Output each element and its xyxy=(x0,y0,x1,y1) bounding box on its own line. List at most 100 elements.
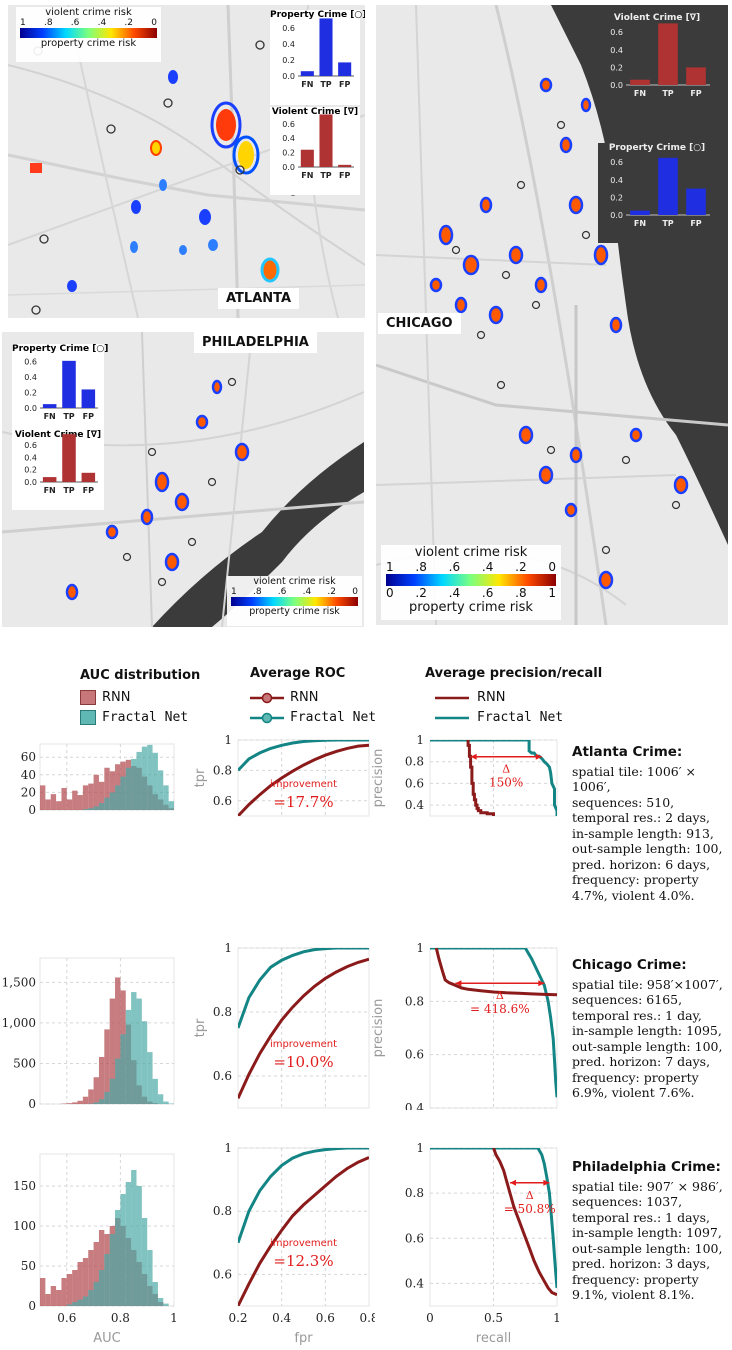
delta-arrow-head xyxy=(535,753,542,760)
delta-symbol: Δ xyxy=(502,763,510,776)
chicago-label: CHICAGO xyxy=(378,313,461,334)
fractal-bar xyxy=(163,1101,169,1104)
info-line: in-sample length: 913, xyxy=(572,825,714,841)
rnn-bar xyxy=(98,1230,105,1306)
info-title: Atlanta Crime: xyxy=(572,744,683,760)
pr-legend-fractal: Fractal Net xyxy=(435,710,563,725)
y-tick-label: 60 xyxy=(21,750,36,764)
phi-violent-inset: Violent Crime [∇] 0.0 0.2 0.4 0.6 FN TP FP xyxy=(12,430,104,510)
colorbar-tick: 0 xyxy=(151,18,157,28)
inset-tick: 0.0 xyxy=(610,81,623,90)
inset-bar xyxy=(338,164,352,167)
philadelphia-markers xyxy=(122,377,237,587)
colorbar-gradient xyxy=(386,574,556,586)
y-tick-label: 0.8 xyxy=(213,763,232,777)
y-tick-label: 0.8 xyxy=(213,1204,232,1218)
inset-tick: 0.2 xyxy=(24,389,37,398)
rnn-bar xyxy=(109,771,116,810)
fractal-line xyxy=(238,948,369,1029)
inset-tick: 0.2 xyxy=(610,193,623,202)
x-tick-label: 0.6 xyxy=(316,1311,335,1325)
inset-title: Property Crime [○] xyxy=(270,10,365,20)
rnn-bar xyxy=(88,783,94,810)
colorbar-tick: .4 xyxy=(481,560,494,574)
y-tick-label: 0.6 xyxy=(213,1069,232,1083)
delta-symbol: Δ xyxy=(496,989,504,1002)
auc-hist-atlanta: 0 20 40 60 xyxy=(21,743,175,817)
info-atlanta: Atlanta Crime: spatial tile: 1006′ × 100… xyxy=(572,744,732,903)
inset-bar xyxy=(658,157,678,215)
inset-category: FP xyxy=(83,486,94,495)
fractal-bar xyxy=(98,802,105,810)
rnn-label: RNN xyxy=(102,690,131,705)
phi-property-chart: 0.0 0.2 0.4 0.6 FN TP FP xyxy=(24,358,98,421)
pr-chicago: 0.4 0.6 0.8 1 precision Δ= 418.6% xyxy=(371,941,558,1110)
inset-bar xyxy=(686,67,706,85)
fractal-bar xyxy=(77,1299,83,1306)
y-tick-label: 0 xyxy=(28,1097,36,1111)
colorbar-tick: 0 xyxy=(386,586,394,600)
inset-tick: 0.4 xyxy=(24,373,37,382)
y-tick-label: 1 xyxy=(416,1141,424,1155)
fractal-bar xyxy=(88,1290,94,1306)
rnn-bar xyxy=(82,785,89,810)
y-tick-label: 150 xyxy=(13,1179,36,1193)
x-tick-label: 1 xyxy=(553,1311,561,1325)
x-tick-label: 0.8 xyxy=(111,1311,130,1325)
fractal-bar xyxy=(104,1254,110,1306)
rnn-line xyxy=(435,696,469,699)
inset-tick: 0.2 xyxy=(282,149,295,158)
inset-category: TP xyxy=(63,412,74,421)
fractal-bar xyxy=(141,1021,148,1104)
rnn-bar xyxy=(45,799,51,810)
x-axis-label: fpr xyxy=(294,1331,313,1346)
info-line: frequency: property xyxy=(572,1069,699,1085)
x-tick-label: 0.8 xyxy=(359,1311,375,1325)
fractal-line xyxy=(430,1148,557,1289)
info-line: in-sample length: 1097, xyxy=(572,1225,722,1240)
inset-tick: 0.2 xyxy=(282,56,295,65)
inset-tick: 0.4 xyxy=(610,46,623,55)
atl-property-chart: 0.0 0.2 0.4 0.6 FN TP FP xyxy=(282,18,354,89)
pr-philadelphia: 0.4 0.6 0.8 1 0 0.5 1 recall Δ= 50.8% xyxy=(405,1141,561,1346)
chi-property-inset: Property Crime [○] 0.0 0.2 0.4 0.6 FN TP FP xyxy=(598,143,716,243)
improvement-label: improvement xyxy=(270,779,337,790)
rnn-bar xyxy=(77,795,83,810)
pr-legend-title: Average precision/recall xyxy=(425,666,603,681)
fractal-line xyxy=(430,948,557,1098)
delta-arrow-head xyxy=(510,1179,517,1186)
fractal-bar xyxy=(98,1270,105,1306)
fractal-line xyxy=(430,740,557,816)
violent-risk-title: violent crime risk xyxy=(414,545,528,560)
inset-title: Violent Crime [∇] xyxy=(14,430,102,440)
rnn-bar xyxy=(104,767,110,810)
y-tick-label: 1,500 xyxy=(2,975,36,989)
inset-tick: 0.6 xyxy=(610,158,623,167)
y-tick-label: 0.4 xyxy=(405,798,424,812)
inset-category: FP xyxy=(690,219,701,228)
rnn-bar xyxy=(45,1294,51,1306)
info-chicago: Chicago Crime: spatial tile: 958′×1007′,… xyxy=(572,957,732,1101)
rnn-line xyxy=(238,1156,369,1306)
rnn-bar xyxy=(109,998,116,1104)
colorbar-tick: .6 xyxy=(277,587,287,597)
x-axis-label: AUC xyxy=(93,1331,121,1346)
inset-title: Property Crime [○] xyxy=(608,143,706,153)
improvement-value: =10.0% xyxy=(273,1053,333,1071)
inset-category: FN xyxy=(634,219,646,228)
y-tick-label: 0.8 xyxy=(405,1186,424,1200)
fractal-bar xyxy=(120,776,126,810)
colorbar-gradient xyxy=(231,597,358,606)
inset-bar xyxy=(81,472,96,482)
y-tick-label: 20 xyxy=(21,785,36,799)
fractal-bar xyxy=(72,1302,78,1306)
inset-bar xyxy=(319,18,333,76)
inset-category: TP xyxy=(662,219,673,228)
colorbar-tick: 1 xyxy=(386,560,394,574)
inset-category: FP xyxy=(339,80,350,89)
info-line: frequency: property xyxy=(572,872,699,887)
inset-bar xyxy=(319,114,333,167)
x-tick-label: 0.6 xyxy=(57,1311,76,1325)
rnn-line xyxy=(492,1148,557,1297)
rnn-bar xyxy=(40,1278,46,1306)
